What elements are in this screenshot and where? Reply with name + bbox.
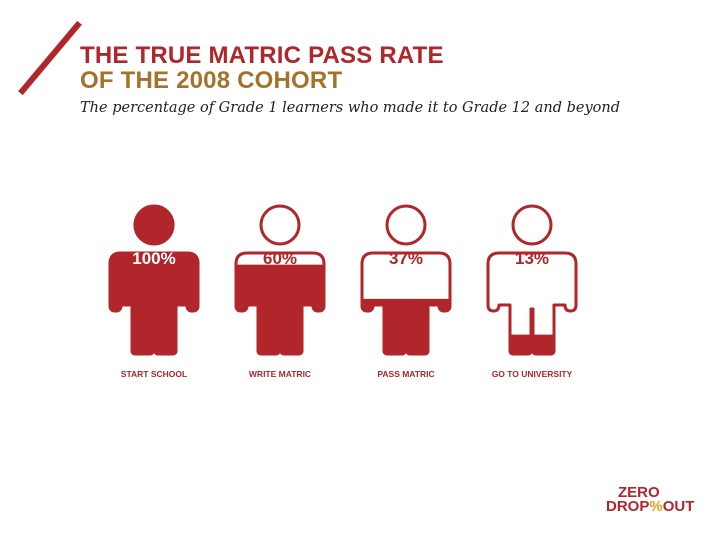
value-label: 100% xyxy=(132,249,175,268)
figure-0: 100% xyxy=(108,204,200,356)
category-label: WRITE MATRIC xyxy=(249,369,311,379)
logo-out-text: OUT xyxy=(662,498,695,515)
title-line-2: OF THE 2008 COHORT xyxy=(80,67,343,94)
figure-outline xyxy=(486,204,578,356)
logo-drop-text: DROP xyxy=(606,498,650,515)
logo-percent-mark: % xyxy=(649,498,663,515)
value-label: 60% xyxy=(263,249,297,268)
category-label: PASS MATRIC xyxy=(377,369,434,379)
value-label: 13% xyxy=(515,249,549,268)
category-label: START SCHOOL xyxy=(121,369,187,379)
value-label: 37% xyxy=(389,249,423,268)
title-line-1: THE TRUE MATRIC PASS RATE xyxy=(80,42,444,69)
figure-1: 60% xyxy=(234,204,326,356)
logo-line-2: DROP%OUT xyxy=(606,498,698,515)
figure-fill xyxy=(360,298,452,356)
category-label: GO TO UNIVERSITY xyxy=(492,369,573,379)
figure-3: 13% xyxy=(486,204,578,356)
figure-2: 37% xyxy=(360,204,452,356)
figure-fill xyxy=(108,205,200,356)
figure-fill xyxy=(234,264,326,356)
figure-fill xyxy=(508,334,556,356)
logo-line-1: ZERO xyxy=(618,484,660,501)
page-title: THE TRUE MATRIC PASS RATE OF THE 2008 CO… xyxy=(80,43,444,93)
zero-dropout-logo: ZERO DROP%OUT xyxy=(606,484,698,516)
subtitle: The percentage of Grade 1 learners who m… xyxy=(80,100,621,116)
